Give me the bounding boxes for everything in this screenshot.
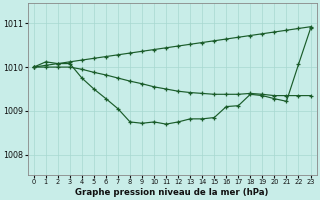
X-axis label: Graphe pression niveau de la mer (hPa): Graphe pression niveau de la mer (hPa) <box>76 188 269 197</box>
